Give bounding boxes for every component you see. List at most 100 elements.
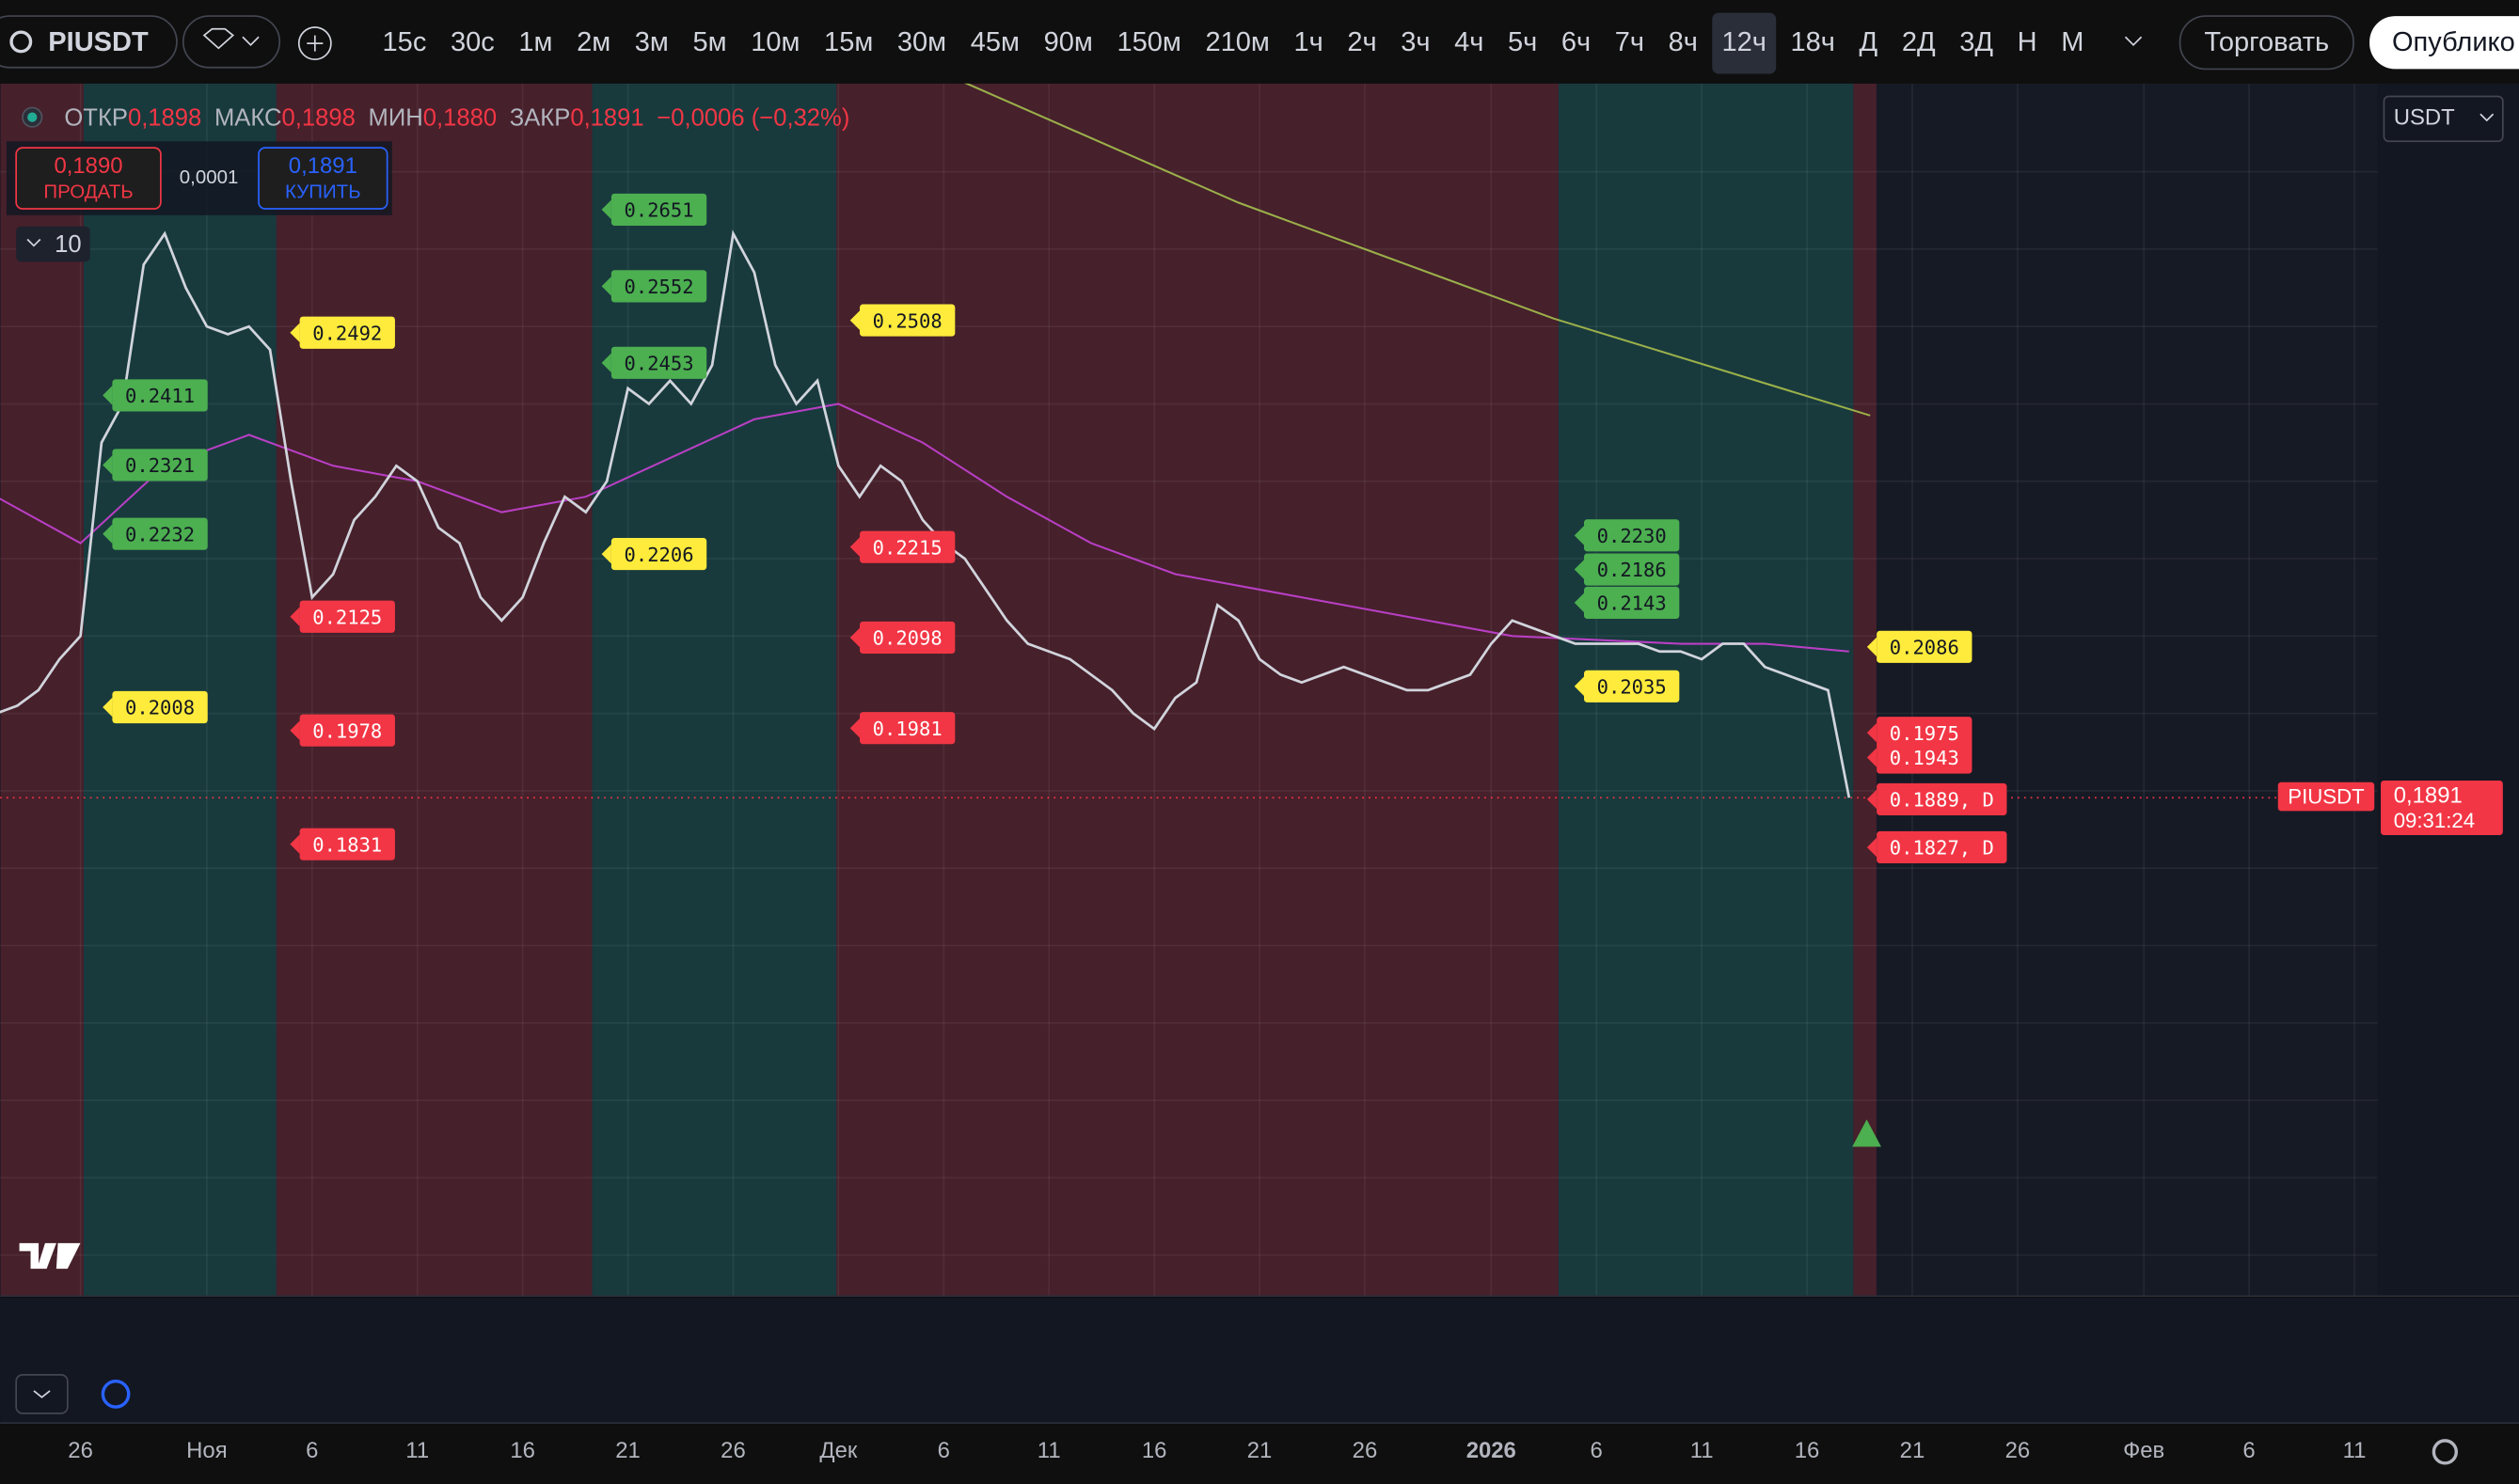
interval[interactable]: 1м	[518, 27, 552, 57]
add-compare[interactable]	[297, 26, 332, 61]
price-label-pointer	[601, 353, 611, 373]
interval-selected	[1712, 12, 1777, 74]
price-label: 0.2492	[312, 322, 382, 344]
close: 0,1891	[570, 104, 643, 131]
zone	[276, 83, 593, 1297]
bottom-panel	[0, 1297, 2519, 1424]
sell-price: 0,1890	[54, 153, 122, 179]
collapse-button[interactable]	[15, 1374, 69, 1414]
price-label: 0.2215	[873, 536, 943, 559]
trade-button[interactable]	[2178, 15, 2354, 71]
interval[interactable]: 210м	[1205, 27, 1269, 57]
more-intervals[interactable]	[2124, 36, 2143, 47]
sell-label: ПРОДАТЬ	[43, 181, 133, 202]
interval[interactable]: Д	[1860, 27, 1878, 57]
interval[interactable]: 6ч	[1561, 27, 1591, 57]
open: 0,1898	[128, 104, 201, 131]
interval[interactable]: 8ч	[1669, 27, 1698, 57]
zone	[836, 83, 1559, 1297]
zone	[0, 83, 84, 1297]
interval[interactable]: 3Д	[1959, 27, 1993, 57]
price-label-pointer	[1866, 789, 1877, 810]
x-tick-label: 11	[1690, 1438, 1714, 1463]
interval[interactable]: 2м	[577, 27, 610, 57]
high: 0,1898	[282, 104, 356, 131]
diamond-icon	[202, 27, 235, 50]
interval[interactable]: 12ч	[1722, 27, 1766, 57]
interval[interactable]: 4ч	[1454, 27, 1483, 57]
price-label: 0.2232	[125, 523, 195, 545]
publish-button[interactable]	[2369, 16, 2519, 70]
moving-average	[0, 403, 1849, 653]
indicators-toggle[interactable]	[16, 226, 90, 262]
price-label-pointer	[601, 276, 611, 296]
price-label: 0.2008	[125, 697, 195, 719]
price-label-pointer	[103, 455, 113, 475]
price-label: 0.1831	[312, 833, 382, 856]
price-label-pointer	[1574, 526, 1585, 545]
price-label-pointer	[103, 524, 113, 544]
ohlc-legend: ОТКР0,1898 МАКС0,1898 МИН0,1880 ЗАКР0,1891−…	[64, 104, 849, 131]
spread: 0,0001	[180, 166, 239, 188]
interval[interactable]: М	[2061, 27, 2083, 57]
price-label-box	[1877, 782, 2007, 816]
plus	[307, 35, 324, 52]
price-label: 0.2508	[873, 309, 943, 332]
price-label-box	[1877, 630, 1972, 663]
sell-button[interactable]	[15, 147, 162, 210]
price-label: 0.2321	[125, 454, 195, 477]
x-tick-label: 6	[2242, 1438, 2255, 1463]
currency-select[interactable]	[2383, 95, 2504, 143]
price-axis	[2377, 83, 2519, 1297]
price-label-pointer	[290, 720, 300, 740]
interval[interactable]: 1ч	[1293, 27, 1323, 57]
price-label-box	[1584, 519, 1680, 552]
search-icon	[9, 30, 33, 54]
price-label-box	[610, 538, 707, 571]
zone	[592, 83, 837, 1297]
settings-icon[interactable]	[2432, 1439, 2459, 1465]
interval[interactable]: 2ч	[1347, 27, 1376, 57]
sync-icon[interactable]	[101, 1379, 131, 1409]
interval[interactable]: 5ч	[1508, 27, 1537, 57]
interval[interactable]: Н	[2018, 27, 2037, 57]
price-label-box	[112, 449, 208, 482]
interval[interactable]: 30м	[897, 27, 946, 57]
interval[interactable]: 15м	[824, 27, 873, 57]
premium-menu[interactable]	[182, 15, 281, 69]
price-label-box	[1877, 830, 2007, 864]
price-label: 0.2186	[1597, 559, 1667, 581]
buy-button[interactable]	[258, 147, 388, 210]
symbol-search[interactable]	[0, 15, 178, 69]
zone	[1853, 83, 1877, 1297]
interval[interactable]: 2Д	[1902, 27, 1936, 57]
interval[interactable]: 45м	[971, 27, 1020, 57]
price-label-pointer	[1866, 637, 1877, 657]
price-label-pointer	[1574, 592, 1585, 613]
price-label: 0.2453	[625, 353, 694, 375]
interval[interactable]: 7ч	[1615, 27, 1644, 57]
price-label: 0.2552	[625, 276, 694, 298]
interval[interactable]: 18ч	[1791, 27, 1835, 57]
interval[interactable]: 30с	[451, 27, 495, 57]
interval[interactable]: 150м	[1117, 27, 1180, 57]
price-label-box	[610, 193, 707, 227]
symbol-tag	[2277, 781, 2375, 812]
interval[interactable]: 3ч	[1401, 27, 1430, 57]
x-tick-label: Ноя	[186, 1438, 227, 1463]
zone	[83, 83, 277, 1297]
interval[interactable]: 90м	[1044, 27, 1093, 57]
price-label-pointer	[290, 323, 300, 343]
interval[interactable]: 15с	[383, 27, 427, 57]
price-line	[0, 229, 1851, 798]
low-label: МИН	[369, 104, 423, 131]
price-label: 0.2651	[625, 199, 694, 222]
interval[interactable]: 10м	[751, 27, 800, 57]
price-label-box	[299, 316, 395, 349]
trade-label: Торговать	[2204, 27, 2329, 57]
interval[interactable]: 3м	[635, 27, 669, 57]
chevron	[26, 238, 41, 247]
interval[interactable]: 5м	[693, 27, 727, 57]
last-price-tag	[2381, 780, 2503, 836]
